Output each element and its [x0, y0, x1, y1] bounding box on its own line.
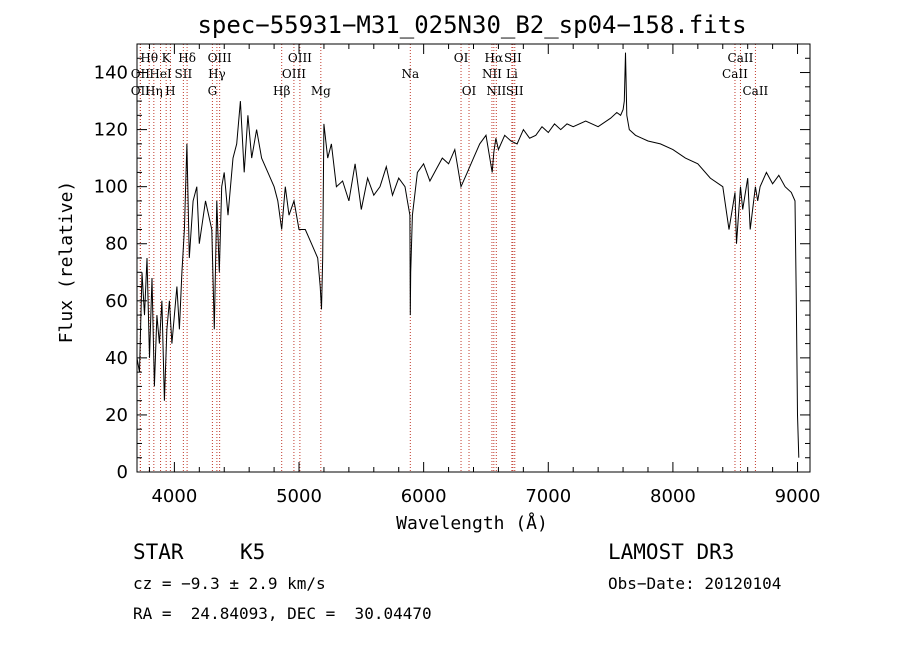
y-tick-label: 80: [105, 234, 128, 255]
spectrum-line: [136, 52, 800, 458]
plot-frame: [136, 43, 811, 473]
line-label: SII: [506, 84, 524, 98]
line-label: Hγ: [208, 67, 226, 81]
x-tick-label: 7000: [525, 486, 571, 507]
chart-title: spec−55931−M31_025N30_B2_sp04−158.fits: [197, 11, 746, 39]
line-label: OI: [462, 84, 477, 98]
line-label: OII: [131, 67, 151, 81]
y-tick-label: 40: [105, 348, 128, 369]
line-label: CaII: [728, 51, 754, 65]
obs-date: Obs−Date: 20120104: [608, 574, 782, 593]
line-markers: [139, 44, 756, 472]
object-class: STAR: [133, 540, 184, 564]
line-label: OIII: [282, 67, 306, 81]
line-label: Hα: [485, 51, 504, 65]
line-label: OIII: [288, 51, 312, 65]
line-label: Mg: [311, 84, 331, 98]
line-label: SII: [175, 67, 193, 81]
coordinates: RA = 24.84093, DEC = 30.04470: [133, 604, 432, 623]
line-label: H: [165, 84, 175, 98]
line-label: Hη: [145, 84, 163, 98]
line-label: HeI: [149, 67, 172, 81]
y-axis: 0 20 40 60 80 100 120 140: [94, 43, 810, 483]
y-tick-label: 140: [94, 63, 128, 84]
y-tick-label: 20: [105, 405, 128, 426]
y-axis-label: Flux (relative): [56, 181, 77, 344]
line-label: NII: [482, 67, 502, 81]
x-axis-label: Wavelength (Å): [396, 512, 548, 534]
subclass: K5: [240, 540, 266, 564]
x-tick-label: 6000: [401, 486, 447, 507]
line-label: Hβ: [273, 84, 290, 98]
redshift-cz: cz = −9.3 ± 2.9 km/s: [133, 574, 326, 593]
line-label: SII: [504, 51, 522, 65]
line-label: NII: [486, 84, 506, 98]
line-label: Na: [401, 67, 419, 81]
line-label: OII: [131, 84, 151, 98]
line-label: CaII: [742, 84, 768, 98]
line-label: K: [162, 51, 172, 65]
line-label: OIII: [208, 51, 232, 65]
y-tick-label: 100: [94, 177, 128, 198]
line-label: OI: [454, 51, 469, 65]
y-tick-label: 120: [94, 120, 128, 141]
survey-name: LAMOST DR3: [608, 540, 735, 564]
line-label: Hθ: [140, 51, 158, 65]
y-tick-label: 0: [117, 462, 128, 483]
x-tick-label: 9000: [775, 486, 821, 507]
line-label: Li: [506, 67, 518, 81]
x-axis: 4000 5000 6000 7000 8000 9000: [148, 44, 821, 507]
x-tick-label: 5000: [276, 486, 322, 507]
y-tick-label: 60: [105, 291, 128, 312]
line-label: G: [208, 84, 218, 98]
x-tick-label: 8000: [650, 486, 696, 507]
x-tick-label: 4000: [151, 486, 197, 507]
line-label: CaII: [722, 67, 748, 81]
line-label: Hδ: [178, 51, 196, 65]
